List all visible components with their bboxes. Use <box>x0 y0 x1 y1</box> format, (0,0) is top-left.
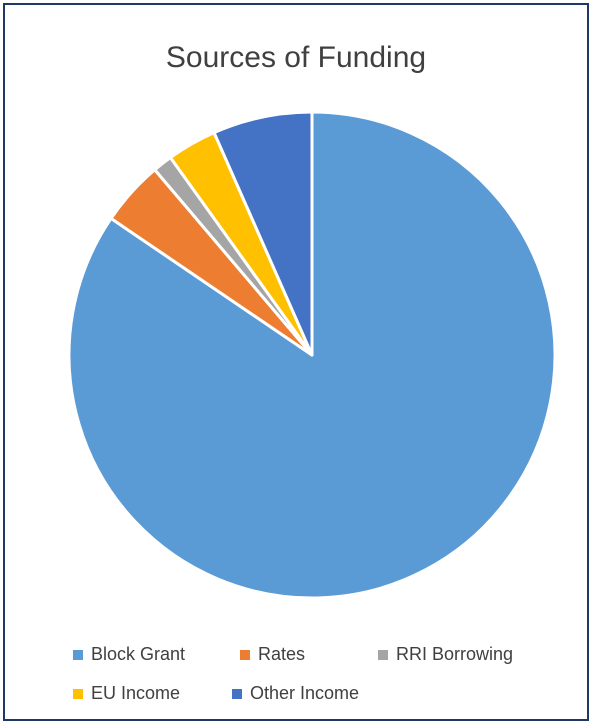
chart-title: Sources of Funding <box>165 41 427 74</box>
pie-slice-other-income <box>212 110 314 357</box>
